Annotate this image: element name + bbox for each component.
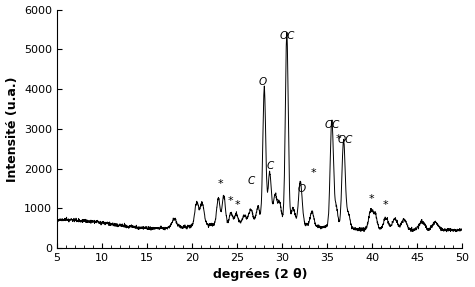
Text: *: * [311,168,317,179]
Text: *: * [235,200,240,210]
Text: O: O [297,184,305,194]
Text: *: * [228,196,234,206]
Text: OC: OC [325,120,341,130]
Text: OC: OC [280,31,295,41]
Text: *: * [369,194,374,204]
Text: O: O [258,77,266,87]
Text: C: C [248,177,255,187]
Text: *: * [383,200,389,210]
X-axis label: degrées (2 θ): degrées (2 θ) [212,268,307,282]
Y-axis label: Intensité (u.a.): Intensité (u.a.) [6,76,19,182]
Text: C: C [267,160,274,170]
Text: OC: OC [338,135,353,145]
Text: *: * [335,134,341,144]
Text: *: * [218,179,223,189]
